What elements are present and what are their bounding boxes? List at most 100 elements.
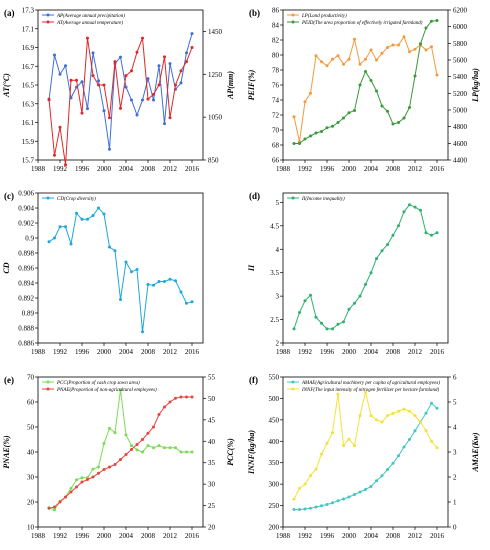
y-axis-label: PNAE(%) — [2, 435, 11, 469]
y-tick-label: 4 — [276, 246, 280, 254]
series-line — [293, 204, 438, 330]
data-point — [342, 62, 345, 66]
y-tick-label: 3.5 — [270, 269, 279, 277]
data-point — [135, 113, 139, 117]
data-point — [97, 465, 100, 469]
data-point — [69, 78, 73, 82]
data-point — [320, 504, 323, 508]
data-point — [119, 458, 122, 461]
data-point — [353, 37, 356, 41]
y-axis-label: INNF(kg/ha) — [247, 430, 256, 475]
y2-tick-label: 6 — [453, 374, 457, 382]
y-tick-label: 0.89 — [22, 310, 35, 318]
data-point — [331, 124, 334, 128]
data-point — [347, 307, 351, 311]
data-point — [347, 437, 351, 441]
data-point — [174, 396, 177, 400]
data-point — [113, 463, 117, 466]
legend-label: II(Income inequality) — [301, 197, 345, 202]
data-point — [408, 50, 411, 54]
data-point — [146, 444, 150, 448]
y-tick-label: 450 — [269, 416, 280, 424]
data-point — [435, 19, 439, 22]
data-point — [91, 74, 95, 78]
data-point — [309, 134, 312, 138]
y-tick-label: 350 — [269, 459, 280, 467]
data-point — [380, 420, 384, 424]
data-point — [141, 450, 144, 454]
data-point — [303, 507, 307, 511]
y2-tick-label: 40 — [208, 438, 216, 446]
y-tick-label: 72 — [272, 112, 280, 120]
data-point — [185, 450, 188, 454]
data-point — [190, 300, 194, 304]
data-point — [386, 414, 389, 418]
data-point — [141, 36, 144, 40]
panel-label: (d) — [249, 191, 260, 201]
y-tick-label: 0.896 — [18, 265, 34, 273]
data-point — [386, 109, 389, 113]
x-tick-label: 2008 — [141, 165, 156, 173]
legend-label: AT(Average annual temperature) — [56, 21, 123, 26]
data-point — [402, 210, 406, 214]
y-tick-label: 0.904 — [18, 205, 34, 213]
x-tick-label: 1996 — [75, 165, 90, 173]
data-point — [435, 406, 439, 410]
data-point — [298, 142, 301, 145]
legend-marker — [291, 380, 295, 384]
plot-frame — [37, 376, 204, 528]
legend-label: AMAE(Agricultural machinery per capita o… — [301, 381, 440, 386]
y-tick-label: 16.1 — [22, 119, 35, 127]
data-point — [342, 116, 345, 120]
data-point — [64, 225, 67, 229]
series-1: PEID(The area proportion of effectively … — [287, 19, 439, 145]
x-tick-label: 2008 — [141, 532, 156, 540]
data-point — [135, 50, 139, 54]
data-point — [64, 163, 67, 167]
data-point — [397, 224, 400, 228]
data-point — [58, 500, 62, 504]
y-tick-label: 76 — [272, 82, 280, 90]
x-tick-label: 2008 — [141, 348, 156, 356]
data-point — [141, 330, 144, 334]
data-point — [424, 411, 428, 415]
y-tick-label: 78 — [272, 67, 280, 75]
data-point — [325, 441, 329, 445]
y2-tick-label: 850 — [208, 157, 219, 165]
chart-panel-5: (f)1988 1992 1996 2000 2004 2008 2012 201620025… — [247, 374, 480, 541]
data-point — [91, 51, 95, 55]
y-tick-label: 0.9 — [25, 235, 34, 243]
x-tick-label: 2000 — [342, 165, 357, 173]
data-point — [124, 260, 128, 264]
data-point — [174, 279, 177, 283]
y-tick-label: 0.894 — [18, 280, 34, 288]
data-point — [146, 77, 150, 81]
data-point — [179, 81, 183, 85]
data-point — [347, 495, 351, 499]
x-tick-label: 1992 — [53, 532, 68, 540]
x-tick-label: 1988 — [276, 348, 291, 356]
y-axis-label: AT(°C) — [2, 73, 11, 98]
data-point — [119, 388, 122, 392]
y-tick-label: 16.3 — [22, 100, 35, 108]
data-point — [130, 270, 133, 274]
data-point — [157, 413, 161, 416]
data-point — [130, 69, 133, 73]
legend-marker — [46, 196, 50, 200]
y-tick-label: 4.5 — [270, 222, 279, 230]
data-point — [358, 83, 362, 87]
data-point — [146, 283, 150, 286]
chart-panel-1: (b) 1988 1992 1996 2000 2004 2008 2012 2016 66 68 7… — [247, 7, 480, 174]
y2-tick-label: 1 — [453, 499, 457, 507]
y-tick-label: 0.888 — [18, 325, 34, 333]
y2-tick-label: 25 — [208, 502, 216, 510]
data-point — [124, 74, 128, 78]
data-point — [347, 111, 351, 115]
data-point — [397, 454, 400, 458]
data-point — [130, 448, 133, 451]
data-point — [380, 104, 384, 108]
data-point — [157, 83, 161, 87]
data-point — [364, 57, 367, 61]
x-tick-label: 2000 — [97, 165, 112, 173]
data-point — [314, 467, 318, 471]
